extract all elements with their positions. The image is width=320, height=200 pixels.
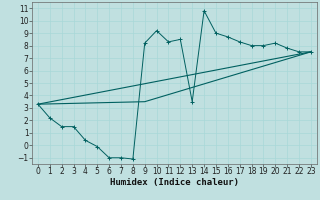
- X-axis label: Humidex (Indice chaleur): Humidex (Indice chaleur): [110, 178, 239, 187]
